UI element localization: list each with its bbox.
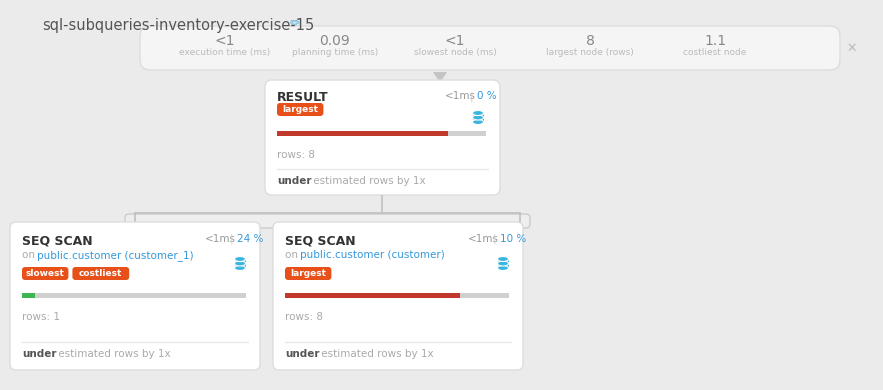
Text: on: on — [285, 250, 301, 260]
FancyBboxPatch shape — [265, 80, 500, 195]
Text: |: | — [470, 91, 473, 101]
Text: <1: <1 — [215, 34, 235, 48]
Text: public.customer (customer): public.customer (customer) — [300, 250, 445, 260]
Ellipse shape — [497, 257, 509, 262]
Bar — [277, 131, 449, 136]
FancyBboxPatch shape — [10, 222, 260, 370]
Polygon shape — [433, 72, 447, 83]
Text: estimated rows by 1x: estimated rows by 1x — [55, 349, 170, 359]
Text: largest: largest — [283, 105, 318, 114]
Ellipse shape — [472, 110, 484, 115]
Text: 10 %: 10 % — [500, 234, 526, 244]
Text: under: under — [285, 349, 320, 359]
Text: <1: <1 — [445, 34, 465, 48]
FancyBboxPatch shape — [273, 222, 523, 370]
Ellipse shape — [472, 115, 484, 120]
Text: |: | — [493, 234, 496, 245]
Text: <1ms: <1ms — [205, 234, 236, 244]
Ellipse shape — [497, 257, 509, 262]
Text: SEQ SCAN: SEQ SCAN — [285, 234, 356, 247]
Ellipse shape — [235, 257, 245, 262]
Text: on: on — [22, 250, 38, 260]
Ellipse shape — [472, 119, 484, 124]
Text: largest: largest — [291, 269, 326, 278]
Text: <1ms: <1ms — [468, 234, 499, 244]
Bar — [22, 293, 35, 298]
Text: estimated rows by 1x: estimated rows by 1x — [318, 349, 434, 359]
Text: 0.09: 0.09 — [320, 34, 351, 48]
FancyBboxPatch shape — [125, 214, 530, 228]
Text: costliest: costliest — [79, 269, 123, 278]
FancyBboxPatch shape — [22, 267, 68, 280]
Text: planning time (ms): planning time (ms) — [292, 48, 378, 57]
Text: estimated rows by 1x: estimated rows by 1x — [310, 176, 426, 186]
Text: under: under — [277, 176, 312, 186]
Text: costliest node: costliest node — [683, 48, 747, 57]
Text: RESULT: RESULT — [277, 91, 328, 104]
Ellipse shape — [235, 261, 245, 266]
Bar — [472, 113, 484, 122]
Text: public.customer (customer_1): public.customer (customer_1) — [37, 250, 193, 261]
Text: |: | — [230, 234, 234, 245]
Text: 1.1: 1.1 — [704, 34, 726, 48]
Ellipse shape — [497, 266, 509, 271]
Text: rows: 8: rows: 8 — [277, 150, 315, 160]
Text: ✕: ✕ — [847, 41, 857, 55]
Text: <1ms: <1ms — [445, 91, 476, 101]
Text: rows: 1: rows: 1 — [22, 312, 60, 322]
Bar — [22, 293, 246, 298]
Bar — [497, 259, 509, 268]
Text: under: under — [22, 349, 57, 359]
Text: slowest node (ms): slowest node (ms) — [413, 48, 496, 57]
FancyBboxPatch shape — [277, 103, 323, 116]
Ellipse shape — [235, 266, 245, 271]
Bar — [277, 131, 486, 136]
Text: 0 %: 0 % — [477, 91, 496, 101]
Ellipse shape — [235, 257, 245, 262]
Text: SEQ SCAN: SEQ SCAN — [22, 234, 93, 247]
Ellipse shape — [497, 261, 509, 266]
FancyBboxPatch shape — [140, 26, 840, 70]
FancyBboxPatch shape — [72, 267, 129, 280]
Text: largest node (rows): largest node (rows) — [546, 48, 634, 57]
Text: 24 %: 24 % — [237, 234, 263, 244]
Text: slowest: slowest — [26, 269, 64, 278]
Bar — [285, 293, 460, 298]
Bar — [285, 293, 509, 298]
Text: execution time (ms): execution time (ms) — [179, 48, 270, 57]
Text: rows: 8: rows: 8 — [285, 312, 323, 322]
FancyBboxPatch shape — [285, 267, 331, 280]
Bar — [235, 259, 245, 268]
Ellipse shape — [472, 110, 484, 115]
Text: ✏: ✏ — [290, 17, 300, 30]
Text: sql-subqueries-inventory-exercise-15: sql-subqueries-inventory-exercise-15 — [42, 18, 314, 33]
Text: 8: 8 — [585, 34, 594, 48]
